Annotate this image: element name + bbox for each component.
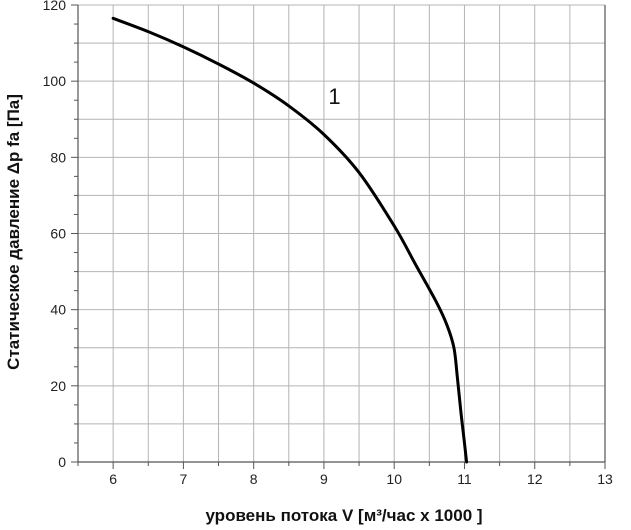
x-tick-label: 13	[597, 471, 613, 487]
y-tick-label: 40	[50, 302, 66, 318]
series-line	[111, 16, 469, 464]
series-group	[111, 16, 469, 464]
x-tick-label: 7	[180, 471, 188, 487]
y-axis: 0 20 40 60 80 100 120	[43, 0, 78, 470]
annotations: 1	[328, 84, 340, 109]
x-tick-label: 8	[250, 471, 258, 487]
x-axis-title: уровень потока V [м³/час x 1000 ]	[205, 506, 482, 525]
x-tick-label: 10	[386, 471, 402, 487]
y-tick-label: 20	[50, 378, 66, 394]
x-tick-label: 11	[457, 471, 472, 487]
y-tick-label: 0	[58, 454, 66, 470]
x-axis: 6 7 8 9 10 11 12 13	[77, 462, 613, 487]
x-tick-label: 6	[109, 471, 117, 487]
y-tick-label: 80	[50, 149, 66, 165]
y-axis-title: Статическое давление Δp fa [Па]	[4, 94, 23, 370]
x-tick-label: 9	[320, 471, 328, 487]
y-tick-label: 60	[50, 226, 66, 242]
grid	[78, 4, 606, 462]
x-tick-label: 12	[527, 471, 543, 487]
y-tick-label: 100	[43, 73, 67, 89]
y-tick-label: 120	[43, 0, 67, 13]
curve-label: 1	[328, 84, 340, 109]
